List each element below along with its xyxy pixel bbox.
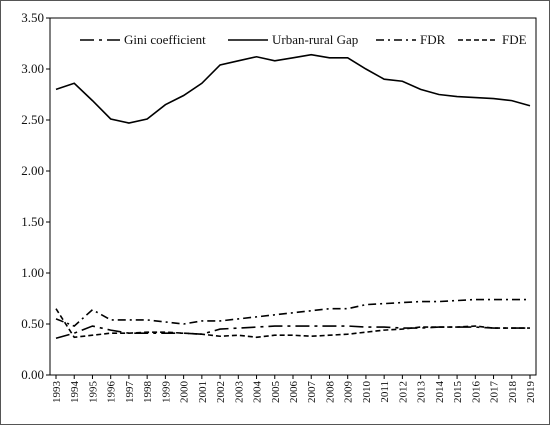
x-tick-label: 2019 [525, 381, 537, 404]
x-tick-label: 2008 [324, 381, 336, 404]
series-layer [55, 53, 531, 340]
x-tick-label: 2007 [306, 381, 318, 404]
x-tick-label: 2010 [361, 381, 373, 404]
x-tick-label: 1999 [160, 381, 172, 404]
series-line [55, 308, 530, 339]
x-tick-label: 2011 [379, 381, 391, 403]
legend-label: FDR [420, 32, 446, 47]
y-tick-label: 1.00 [21, 265, 44, 280]
y-tick-label: 1.50 [21, 214, 44, 229]
axes: 0.00 0.50 1.00 1.50 2.00 2.50 3.00 3.50 1993 1994… [21, 10, 537, 403]
x-tick-label: 2006 [288, 381, 300, 404]
x-tick-label: 1997 [124, 381, 136, 404]
x-tick-label: 1996 [106, 381, 118, 404]
y-tick-label: 0.50 [21, 316, 44, 331]
x-tick-label: 2004 [252, 381, 264, 404]
x-tick-label: 1994 [69, 381, 81, 404]
x-tick-label: 1995 [87, 381, 99, 404]
y-tick-label: 0.00 [21, 367, 44, 382]
x-tick-label: 2017 [489, 381, 501, 404]
y-tick-label: 3.00 [21, 61, 44, 76]
x-tick-label: 2016 [470, 381, 482, 404]
x-tick-label: 1998 [142, 381, 154, 404]
series-line [55, 325, 530, 340]
x-tick-label: 2001 [197, 381, 209, 403]
series-line [55, 298, 530, 327]
plot-area-border [49, 17, 537, 376]
y-tick-label: 2.50 [21, 112, 44, 127]
x-tick-label: 2014 [434, 381, 446, 404]
x-tick-label: 1993 [51, 381, 63, 404]
legend-label: FDE [502, 32, 527, 47]
legend-label: Gini coefficient [124, 32, 206, 47]
x-tick-label: 2015 [452, 381, 464, 404]
x-tick-label: 2002 [215, 381, 227, 403]
x-tick-label: 2000 [179, 381, 191, 404]
legend-label: Urban-rural Gap [272, 32, 358, 47]
series-line [55, 53, 531, 124]
y-tick-label: 2.00 [21, 163, 44, 178]
legend: Gini coefficient Urban-rural Gap FDR FDE [80, 32, 527, 47]
x-tick-label: 2009 [343, 381, 355, 404]
x-tick-label: 2012 [397, 381, 409, 403]
x-tick-label: 2005 [270, 381, 282, 404]
x-tick-label: 2018 [507, 381, 519, 404]
x-tick-label: 2013 [416, 381, 428, 404]
y-tick-label: 3.50 [21, 10, 44, 25]
x-tick-label: 2003 [233, 381, 245, 404]
